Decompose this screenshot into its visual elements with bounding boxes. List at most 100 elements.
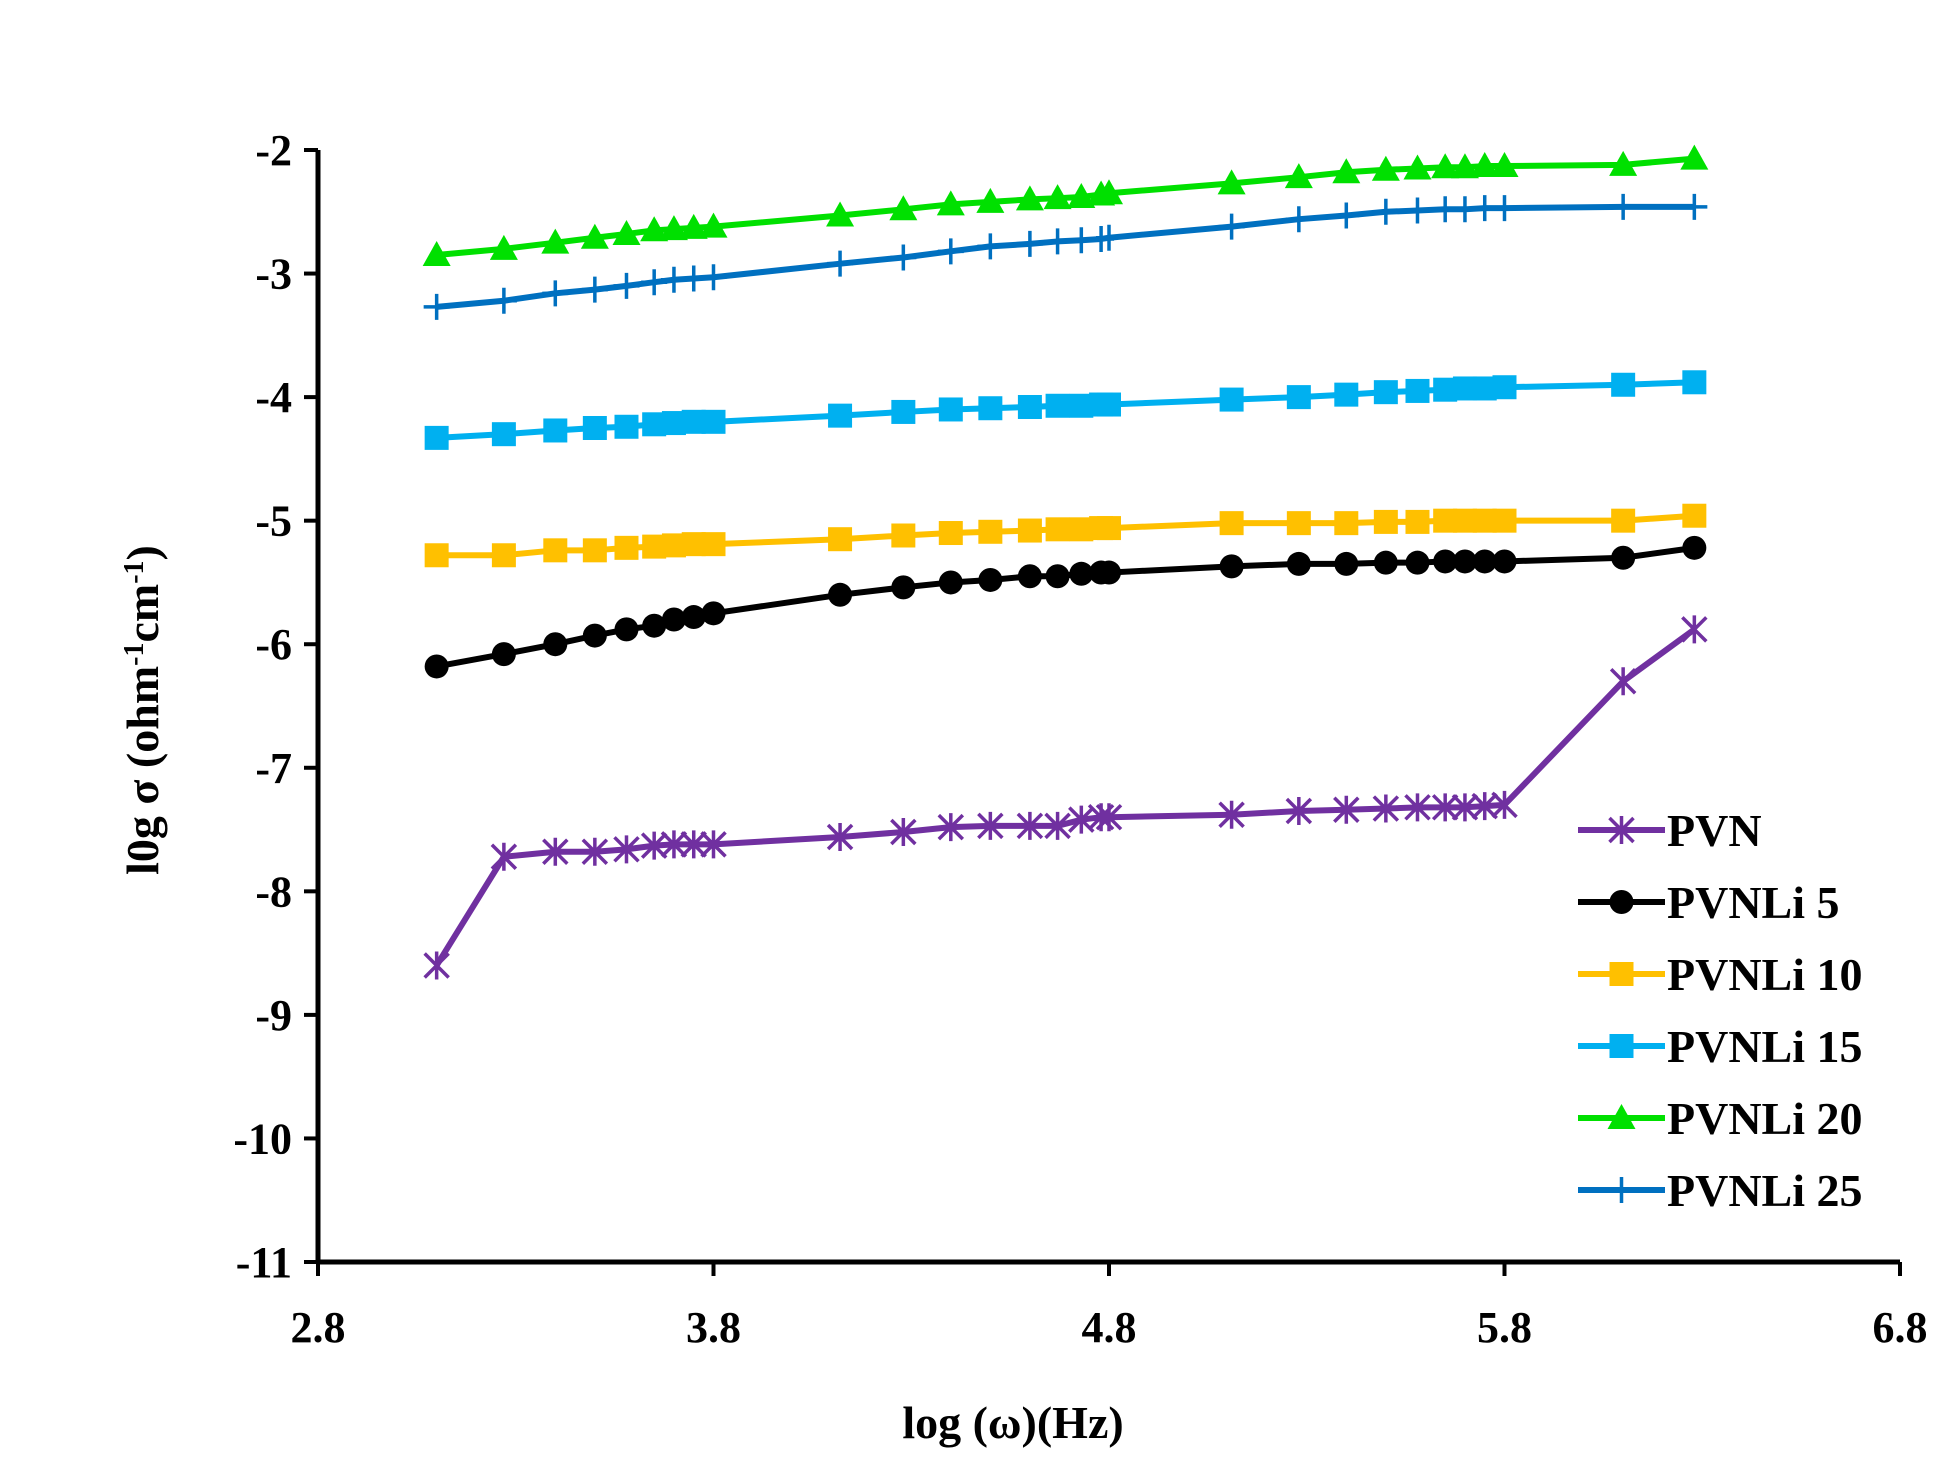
data-point-pvnli-20: [1450, 153, 1479, 179]
data-point-pvn: [1095, 803, 1123, 832]
legend: PVN PVNLi 5 PVNLi 10 PVNLi 15 PVNLi 20 PVNLi …: [1578, 805, 1863, 1216]
data-point-pvnli-10: [1286, 511, 1311, 536]
legend-entry-pvnli-15: PVNLi 15: [1578, 1021, 1863, 1072]
data-point-pvnli-20: [699, 212, 728, 238]
data-point-pvnli-20: [1490, 152, 1519, 178]
data-point-pvnli-5: [1452, 549, 1477, 574]
data-point-pvnli-25: [1372, 198, 1399, 225]
data-point-pvnli-25: [1610, 193, 1637, 220]
data-point-pvnli-5: [891, 575, 916, 600]
data-point-pvnli-20: [679, 213, 708, 239]
series-layer: [422, 144, 1709, 980]
x-axis-title: log (ω)(Hz): [902, 1397, 1123, 1448]
data-point-pvnli-10: [1097, 516, 1121, 541]
data-point-pvnli-20: [1470, 152, 1499, 178]
y-tick-label: -5: [255, 497, 292, 546]
legend-swatch-marker: [1608, 816, 1635, 844]
data-point-pvnli-20: [1217, 169, 1246, 195]
data-point-pvnli-15: [1682, 370, 1707, 395]
y-axis-title-suffix: ): [117, 545, 168, 560]
y-tick-label: -3: [255, 250, 292, 299]
legend-swatch-marker: [1609, 1034, 1634, 1058]
data-point-pvnli-10: [891, 523, 916, 548]
legend-entry-pvnli-25: PVNLi 25: [1578, 1165, 1863, 1216]
y-tick-label: -7: [255, 744, 292, 793]
data-point-pvnli-5: [1611, 545, 1636, 570]
data-point-pvnli-5: [642, 613, 667, 638]
data-point-pvnli-10: [1405, 509, 1430, 534]
data-point-pvnli-5: [1405, 550, 1430, 575]
data-point-pvnli-10: [1682, 503, 1707, 528]
data-point-pvn: [542, 837, 569, 866]
data-point-pvnli-5: [661, 607, 686, 632]
data-point-pvnli-25: [641, 269, 668, 296]
data-point-pvnli-5: [1045, 564, 1070, 589]
data-point-pvn: [1218, 800, 1245, 829]
data-point-pvnli-10: [1472, 508, 1497, 533]
data-point-pvnli-25: [700, 264, 727, 291]
legend-entry-pvn: PVN: [1578, 805, 1762, 856]
series-pvnli-10: [424, 503, 1707, 568]
data-point-pvn: [1471, 792, 1498, 821]
legend-swatch-marker: [1609, 962, 1634, 986]
data-point-pvn: [680, 830, 707, 859]
series-pvnli-15: [424, 370, 1707, 450]
data-point-pvnli-5: [1069, 561, 1094, 586]
data-point-pvnli-10: [828, 527, 853, 552]
data-point-pvnli-15: [543, 418, 568, 443]
data-point-pvnli-25: [937, 238, 964, 265]
data-point-pvn: [1372, 794, 1400, 823]
data-point-pvnli-5: [1286, 551, 1311, 576]
data-point-pvnli-15: [424, 425, 449, 450]
x-tick-label: 4.8: [1082, 1303, 1137, 1352]
y-tick-label: -9: [255, 991, 292, 1040]
data-point-pvn: [1491, 790, 1518, 819]
data-point-pvn: [1404, 793, 1431, 822]
y-axis-title-prefix: l0g σ (ohm: [117, 666, 168, 875]
data-point-pvnli-5: [1097, 560, 1121, 585]
data-point-pvnli-25: [1016, 230, 1043, 257]
data-point-pvn: [640, 831, 668, 860]
legend-label: PVNLi 5: [1667, 877, 1840, 928]
data-point-pvnli-5: [1219, 554, 1244, 579]
data-point-pvnli-25: [490, 287, 517, 314]
data-point-pvnli-10: [1611, 508, 1636, 533]
data-point-pvn: [977, 811, 1004, 840]
data-point-pvnli-5: [1682, 535, 1707, 560]
data-point-pvnli-5: [1433, 549, 1458, 574]
data-point-pvnli-20: [1431, 153, 1460, 179]
y-tick-label: -4: [255, 373, 292, 422]
data-point-pvnli-10: [1433, 508, 1458, 533]
data-point-pvnli-20: [541, 228, 570, 254]
data-point-pvnli-15: [978, 396, 1003, 421]
data-point-pvnli-20: [1043, 184, 1072, 210]
data-point-pvnli-20: [1067, 182, 1096, 208]
data-point-pvnli-10: [582, 538, 607, 563]
legend-swatch-marker: [1609, 890, 1634, 914]
data-point-pvnli-25: [977, 233, 1004, 260]
series-pvn: [423, 615, 1708, 980]
data-point-pvn: [1681, 615, 1708, 644]
y-tick-label: -8: [255, 867, 292, 916]
legend-entry-pvnli-5: PVNLi 5: [1578, 877, 1840, 928]
data-point-pvnli-10: [1452, 508, 1477, 533]
data-point-pvnli-10: [1017, 518, 1042, 543]
data-point-pvnli-15: [828, 403, 853, 428]
legend-entry-pvnli-10: PVNLi 10: [1578, 949, 1863, 1000]
data-point-pvnli-25: [1491, 195, 1518, 222]
data-point-pvnli-10: [543, 538, 568, 563]
data-point-pvnli-20: [659, 215, 688, 241]
data-point-pvnli-20: [580, 223, 609, 249]
data-point-pvnli-5: [1472, 549, 1497, 574]
data-point-pvnli-20: [640, 216, 669, 242]
data-point-pvnli-10: [1045, 517, 1070, 542]
data-point-pvnli-5: [491, 642, 516, 667]
y-axis-title-sup2: -1: [119, 560, 150, 583]
data-point-pvnli-20: [1371, 155, 1400, 181]
data-point-pvnli-5: [1373, 550, 1398, 575]
data-point-pvnli-20: [489, 234, 518, 260]
data-point-pvnli-20: [1095, 179, 1123, 205]
data-point-pvnli-25: [1333, 202, 1360, 229]
data-point-pvnli-20: [1403, 154, 1432, 180]
y-tick-label: -10: [233, 1114, 292, 1163]
